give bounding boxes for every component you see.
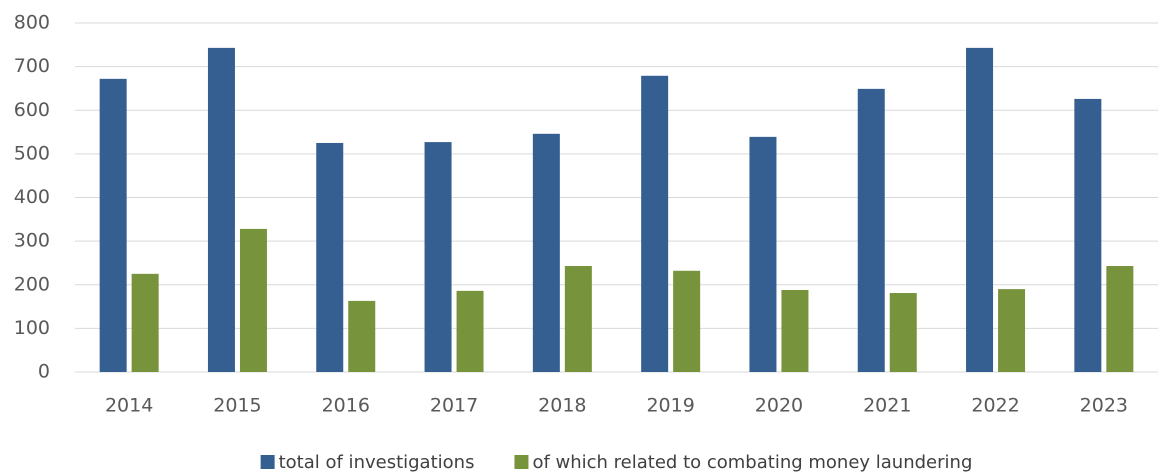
x-tick-label: 2017	[430, 395, 478, 417]
y-tick-label: 300	[14, 230, 50, 252]
y-tick-label: 800	[14, 12, 50, 34]
bar	[131, 273, 159, 372]
legend-swatch	[514, 455, 529, 469]
legend-swatch	[260, 455, 275, 469]
bar	[316, 142, 344, 372]
bar	[966, 47, 994, 373]
y-tick-label: 500	[14, 142, 50, 164]
bar	[673, 270, 701, 372]
bar	[532, 133, 560, 372]
legend-label: of which related to combating money laun…	[532, 452, 972, 473]
legend-label: total of investigations	[279, 452, 475, 473]
bar	[207, 47, 235, 373]
bar	[1106, 265, 1134, 372]
y-tick-label: 0	[38, 361, 50, 383]
x-tick-label: 2023	[1080, 395, 1128, 417]
bar	[998, 289, 1026, 372]
x-tick-label: 2016	[322, 395, 370, 417]
x-tick-label: 2015	[213, 395, 261, 417]
x-tick-label: 2020	[755, 395, 803, 417]
y-tick-label: 700	[14, 55, 50, 77]
bar	[857, 88, 885, 372]
bar	[424, 142, 452, 372]
x-tick-label: 2021	[863, 395, 911, 417]
bar	[1074, 98, 1102, 372]
y-tick-label: 400	[14, 186, 50, 208]
bar	[348, 300, 376, 372]
bar	[889, 293, 917, 372]
y-tick-label: 200	[14, 273, 50, 295]
bar	[781, 289, 809, 372]
x-tick-label: 2019	[646, 395, 694, 417]
bar	[99, 78, 127, 372]
x-tick-label: 2014	[105, 395, 153, 417]
x-tick-label: 2022	[971, 395, 1019, 417]
bar	[641, 75, 669, 372]
y-tick-label: 100	[14, 317, 50, 339]
bar	[564, 265, 592, 372]
bar	[456, 290, 484, 372]
x-tick-label: 2018	[538, 395, 586, 417]
bar	[239, 228, 267, 372]
bar	[749, 136, 777, 372]
y-tick-label: 600	[14, 99, 50, 121]
